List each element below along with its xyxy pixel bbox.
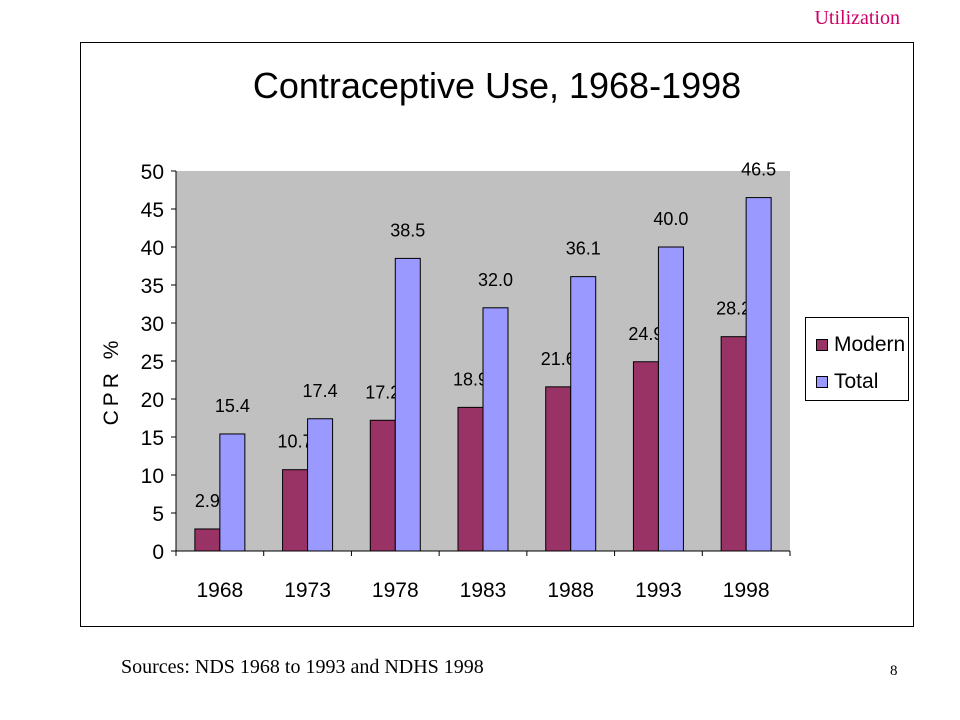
y-tick-label: 10 (141, 465, 164, 488)
data-label-modern: 18.9 (453, 369, 488, 389)
bar-total (394, 257, 421, 552)
data-label-total: 38.5 (390, 220, 425, 240)
bar-total (482, 307, 509, 552)
x-tick-label: 1968 (196, 579, 243, 602)
data-label-modern: 2.9 (195, 491, 220, 511)
y-tick-label: 35 (141, 275, 164, 298)
y-tick-label: 5 (152, 503, 164, 526)
data-label-total: 46.5 (741, 160, 776, 180)
legend-swatch-modern (816, 338, 828, 351)
y-tick-label: 15 (141, 427, 164, 450)
slide-section-tag: Utilization (814, 7, 900, 29)
legend-item-modern: Modern (816, 326, 908, 363)
y-tick-label: 50 (141, 161, 164, 184)
y-tick-label: 20 (141, 389, 164, 412)
bar-modern (632, 361, 659, 552)
x-tick-label: 1983 (460, 579, 507, 602)
y-tick-label: 30 (141, 313, 164, 336)
data-label-modern: 21.6 (541, 349, 576, 369)
data-label-modern: 17.2 (365, 382, 400, 402)
data-label-modern: 28.2 (716, 299, 751, 319)
y-tick-label: 0 (152, 541, 164, 564)
legend-swatch-total (816, 375, 828, 388)
data-label-total: 17.4 (303, 381, 338, 401)
chart-legend: Modern Total (805, 317, 909, 401)
data-label-total: 36.1 (566, 239, 601, 259)
bar-total (307, 418, 334, 552)
data-label-modern: 24.9 (628, 324, 663, 344)
x-tick-label: 1988 (547, 579, 594, 602)
bar-total (745, 197, 772, 552)
x-tick-label: 1978 (372, 579, 419, 602)
legend-label-total: Total (834, 369, 879, 393)
data-label-total: 40.0 (653, 209, 688, 229)
data-label-total: 15.4 (215, 396, 250, 416)
legend-item-total: Total (816, 363, 908, 400)
chart-frame: Contraceptive Use, 1968-1998 0 5 10 15 20 25 3… (80, 42, 914, 627)
page-number: 8 (890, 663, 898, 679)
chart-title: Contraceptive Use, 1968-1998 (252, 65, 742, 106)
bar-modern (369, 419, 396, 552)
y-tick-label: 25 (141, 351, 164, 374)
bar-modern (194, 528, 221, 552)
x-tick-label: 1993 (635, 579, 682, 602)
y-axis-title: CPR % (100, 337, 123, 426)
bar-chart: 0 5 10 15 20 25 30 35 40 45 50 CPR % 1968 2.9 15.4 1973… (100, 160, 791, 602)
bar-modern (282, 469, 309, 552)
y-tick-label: 40 (141, 237, 164, 260)
x-tick-label: 1973 (284, 579, 331, 602)
bar-total (570, 276, 597, 552)
data-label-total: 32.0 (478, 270, 513, 290)
bar-total (657, 246, 684, 552)
y-tick-label: 45 (141, 199, 164, 222)
legend-label-modern: Modern (834, 332, 906, 356)
data-label-modern: 10.7 (278, 432, 313, 452)
bar-modern (457, 406, 484, 552)
bar-modern (720, 336, 747, 552)
bar-modern (545, 386, 572, 552)
bar-total (219, 433, 246, 552)
x-tick-label: 1998 (723, 579, 770, 602)
source-note: Sources: NDS 1968 to 1993 and NDHS 1998 (121, 656, 484, 678)
